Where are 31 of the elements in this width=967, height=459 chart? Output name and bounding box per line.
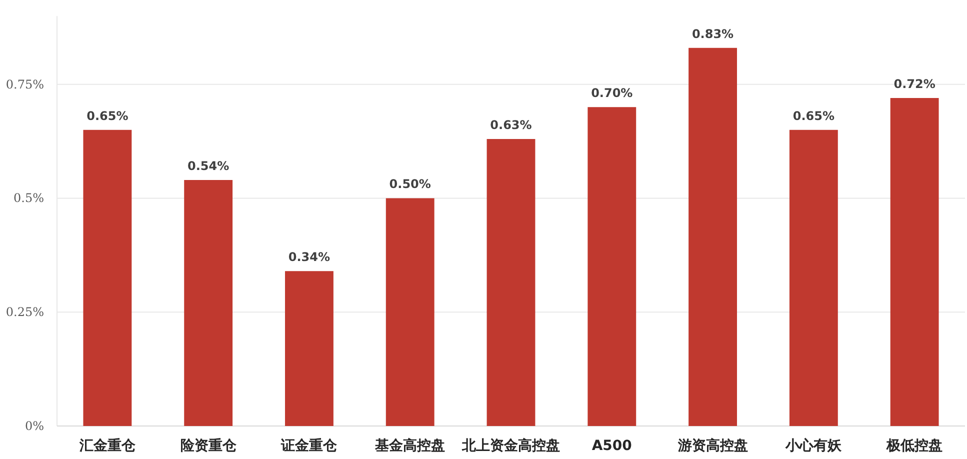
bar <box>386 198 434 426</box>
data-label: 0.70% <box>591 86 633 100</box>
data-label: 0.54% <box>188 159 230 173</box>
x-tick-label: 汇金重仓 <box>78 438 136 454</box>
y-tick-label: 0.25% <box>6 305 44 320</box>
data-label: 0.72% <box>894 77 936 91</box>
x-tick-label: 证金重仓 <box>280 438 338 454</box>
x-tick-label: 险资重仓 <box>180 438 238 454</box>
y-tick-label: 0.5% <box>14 191 44 206</box>
y-tick-label: 0.75% <box>6 77 44 92</box>
data-label: 0.50% <box>389 177 431 192</box>
x-tick-label: 游资高控盘 <box>676 437 748 454</box>
data-label: 0.65% <box>86 108 128 123</box>
data-label: 0.34% <box>288 250 330 264</box>
bar <box>890 98 939 426</box>
y-tick-label: 0% <box>24 419 44 433</box>
x-tick-label: A500 <box>592 438 632 454</box>
bar <box>486 139 536 426</box>
bar <box>789 130 838 426</box>
data-label: 0.63% <box>490 118 532 132</box>
bar <box>184 180 233 426</box>
data-label: 0.65% <box>792 108 834 123</box>
bar <box>83 130 132 426</box>
x-tick-label: 极低控盘 <box>886 438 943 454</box>
bar <box>588 107 636 426</box>
bar <box>285 271 334 426</box>
x-tick-label: 北上资金高控盘 <box>461 437 560 454</box>
x-tick-label: 小心有妖 <box>784 437 843 454</box>
bar <box>688 48 737 426</box>
data-label: 0.83% <box>692 26 734 41</box>
x-tick-label: 基金高控盘 <box>374 437 446 454</box>
